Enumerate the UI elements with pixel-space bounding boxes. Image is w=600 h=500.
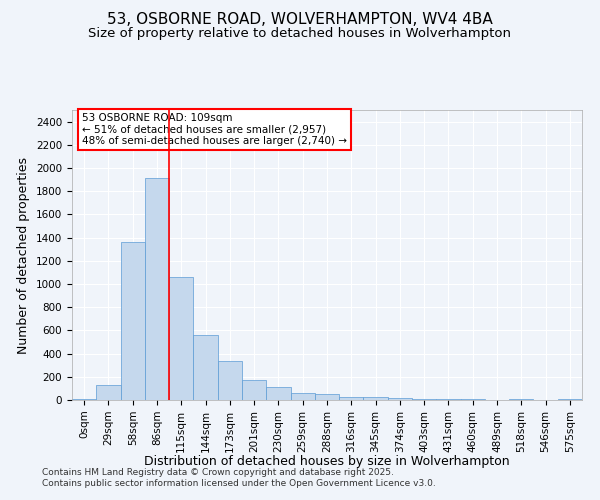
Bar: [96, 385, 121, 400]
Bar: [266, 387, 290, 400]
Bar: [193, 335, 218, 400]
Text: Contains HM Land Registry data © Crown copyright and database right 2025.
Contai: Contains HM Land Registry data © Crown c…: [42, 468, 436, 487]
Bar: [145, 178, 169, 400]
Bar: [218, 361, 242, 400]
Bar: [290, 393, 315, 400]
Bar: [412, 399, 436, 400]
Text: 53, OSBORNE ROAD, WOLVERHAMPTON, WV4 4BA: 53, OSBORNE ROAD, WOLVERHAMPTON, WV4 4BA: [107, 12, 493, 28]
Y-axis label: Number of detached properties: Number of detached properties: [17, 156, 31, 354]
Bar: [339, 396, 364, 400]
Bar: [242, 380, 266, 400]
Bar: [388, 398, 412, 400]
Bar: [121, 242, 145, 400]
Text: Size of property relative to detached houses in Wolverhampton: Size of property relative to detached ho…: [89, 28, 511, 40]
Bar: [364, 397, 388, 400]
Bar: [169, 277, 193, 400]
Text: 53 OSBORNE ROAD: 109sqm
← 51% of detached houses are smaller (2,957)
48% of semi: 53 OSBORNE ROAD: 109sqm ← 51% of detache…: [82, 113, 347, 146]
Bar: [461, 399, 485, 400]
Bar: [315, 394, 339, 400]
X-axis label: Distribution of detached houses by size in Wolverhampton: Distribution of detached houses by size …: [144, 454, 510, 468]
Bar: [72, 399, 96, 400]
